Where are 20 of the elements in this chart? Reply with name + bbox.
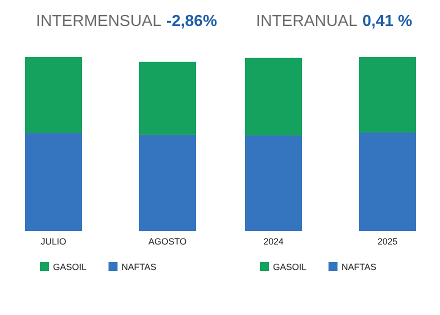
chart-title: INTERMENSUAL bbox=[36, 13, 162, 30]
bar bbox=[245, 58, 302, 136]
bar bbox=[359, 132, 416, 231]
bar bbox=[25, 57, 82, 134]
x-tick-label: AGOSTO bbox=[148, 236, 187, 246]
x-tick-label: 2025 bbox=[377, 236, 398, 246]
chart-subtitle: -2,86% bbox=[166, 13, 218, 30]
x-tick-label: 2024 bbox=[263, 236, 284, 246]
chart-subtitle: 0,41 % bbox=[362, 13, 412, 30]
x-tick-label: JULIO bbox=[40, 236, 66, 246]
bar bbox=[139, 62, 196, 135]
legend-label: GASOIL bbox=[53, 262, 87, 272]
legend-label: NAFTAS bbox=[122, 262, 156, 272]
bar bbox=[25, 133, 82, 231]
legend-label: NAFTAS bbox=[342, 262, 376, 272]
bar bbox=[139, 134, 196, 231]
bar bbox=[245, 135, 302, 231]
chart-title: INTERANUAL bbox=[256, 13, 358, 30]
legend-label: GASOIL bbox=[273, 262, 307, 272]
bar bbox=[359, 57, 416, 133]
